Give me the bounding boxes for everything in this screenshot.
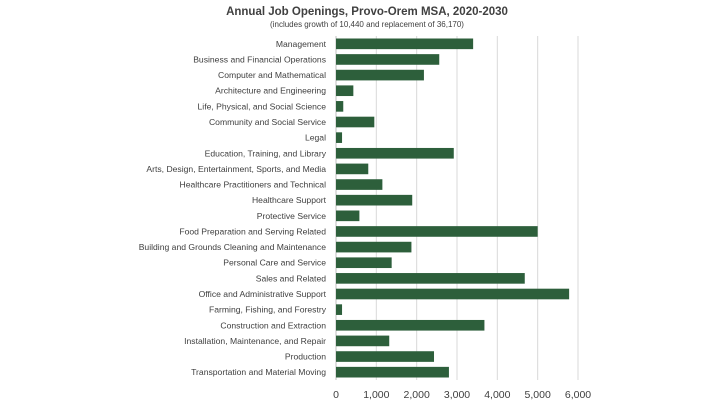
- category-label: Building and Grounds Cleaning and Mainte…: [139, 242, 327, 252]
- x-tick-label: 0: [333, 389, 339, 401]
- gridlines: [335, 36, 579, 380]
- category-label: Arts, Design, Entertainment, Sports, and…: [146, 164, 326, 174]
- category-label: Community and Social Service: [209, 117, 326, 127]
- bar: [336, 116, 375, 128]
- x-tick-label: 3,000: [444, 389, 470, 401]
- bar: [336, 163, 369, 175]
- x-tick-label: 1,000: [363, 389, 389, 401]
- category-label: Construction and Extraction: [220, 320, 326, 330]
- bar: [336, 288, 570, 300]
- category-label: Computer and Mathematical: [218, 70, 326, 80]
- x-tick-label: 6,000: [565, 389, 591, 401]
- bar: [336, 366, 449, 378]
- category-label: Office and Administrative Support: [199, 289, 327, 299]
- bar: [336, 226, 538, 237]
- chart-subtitle: (includes growth of 10,440 and replaceme…: [270, 20, 464, 29]
- bar: [336, 273, 525, 284]
- bar: [336, 257, 392, 269]
- bar: [336, 38, 474, 50]
- bar: [336, 85, 354, 97]
- x-tick-label: 5,000: [525, 389, 551, 401]
- category-label: Sales and Related: [256, 273, 326, 283]
- category-label: Management: [276, 39, 327, 49]
- bar: [336, 147, 454, 159]
- bar: [336, 319, 485, 331]
- category-label: Healthcare Support: [252, 195, 327, 205]
- bar: [336, 179, 383, 190]
- bar: [336, 101, 344, 112]
- category-label: Production: [285, 352, 326, 362]
- bar: [336, 69, 424, 81]
- category-label: Healthcare Practitioners and Technical: [180, 180, 327, 190]
- category-label: Food Preparation and Serving Related: [179, 226, 326, 236]
- category-label: Architecture and Engineering: [215, 86, 326, 96]
- bar: [336, 304, 343, 315]
- bars: [336, 38, 570, 378]
- x-axis-ticks: 0 1,000 2,000 3,000 4,000 5,000 6,000: [333, 389, 591, 401]
- bar: [336, 351, 435, 362]
- category-label: Life, Physical, and Social Science: [198, 101, 327, 111]
- bar: [336, 335, 390, 347]
- bar: [336, 210, 360, 222]
- x-tick-label: 4,000: [484, 389, 510, 401]
- category-labels: Management Business and Financial Operati…: [139, 39, 327, 377]
- bar: [336, 132, 343, 143]
- category-label: Legal: [305, 133, 326, 143]
- category-label: Business and Financial Operations: [193, 54, 326, 64]
- bar: [336, 194, 413, 206]
- category-label: Farming, Fishing, and Forestry: [209, 305, 327, 315]
- category-label: Education, Training, and Library: [205, 148, 327, 158]
- bar: [336, 54, 440, 65]
- category-label: Protective Service: [257, 211, 326, 221]
- category-label: Transportation and Material Moving: [191, 367, 326, 377]
- bar: [336, 241, 412, 253]
- category-label: Installation, Maintenance, and Repair: [184, 336, 326, 346]
- x-tick-label: 2,000: [404, 389, 430, 401]
- category-label: Personal Care and Service: [223, 258, 326, 268]
- chart-title: Annual Job Openings, Provo-Orem MSA, 202…: [226, 6, 508, 18]
